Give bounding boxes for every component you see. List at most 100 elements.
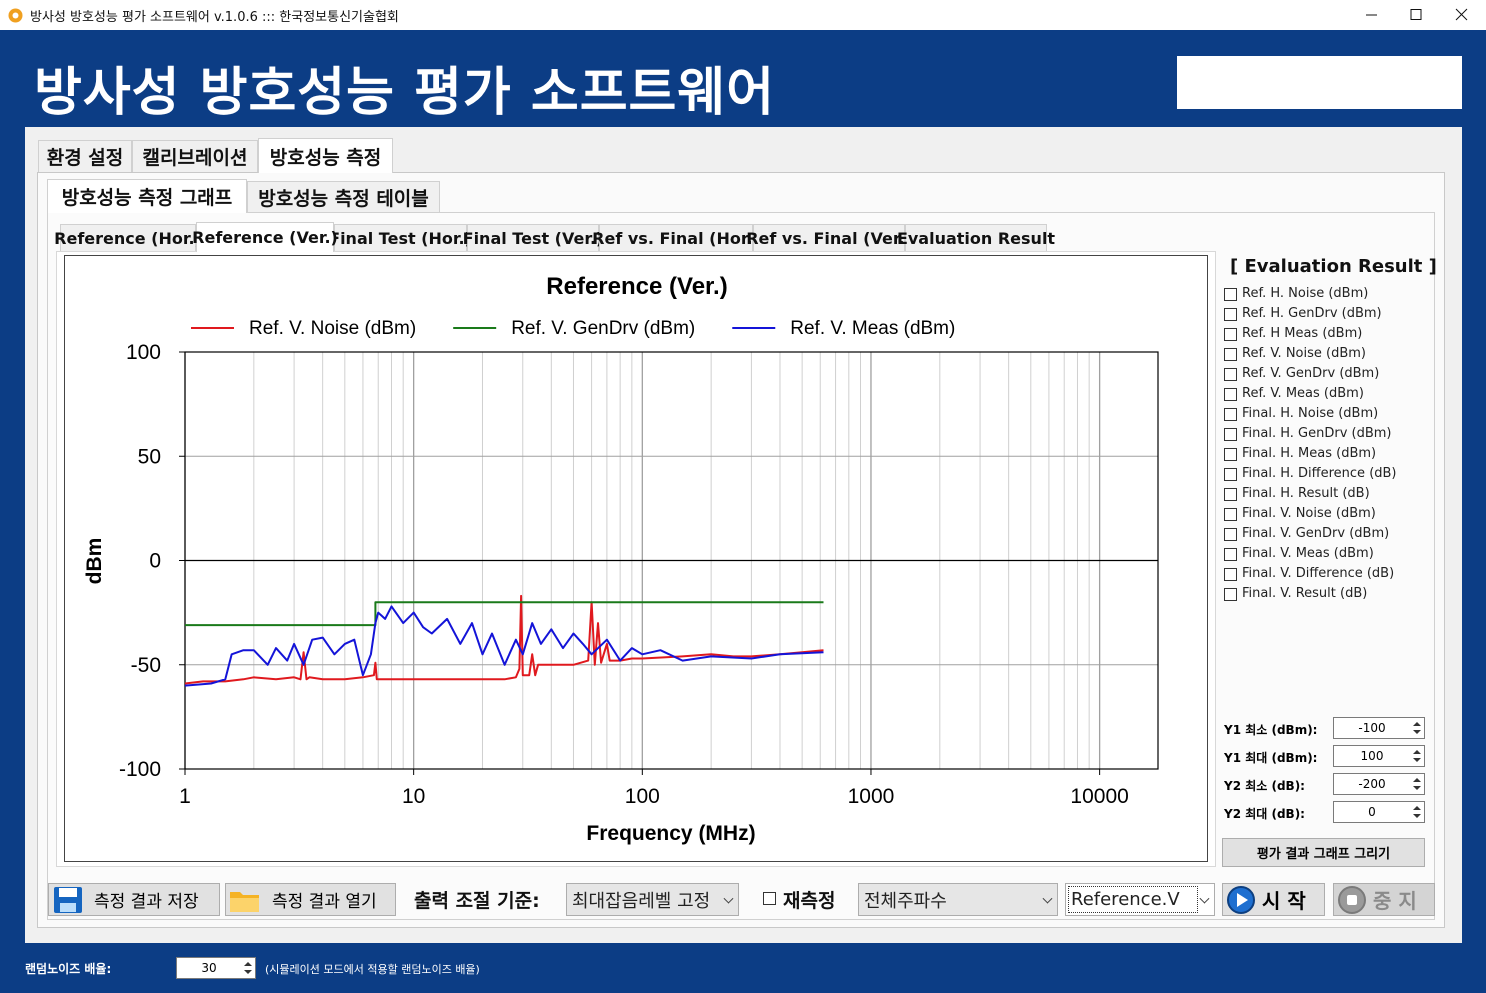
setting-spinbox[interactable]: -100 [1333,717,1425,739]
setting-label: Y1 최소 (dBm): [1224,723,1318,737]
option-label: Ref. V. Noise (dBm) [1242,346,1366,361]
app-header-title: 방사성 방호성능 평가 소프트웨어 [34,63,776,123]
option-checkbox[interactable] [1224,488,1237,501]
option-checkbox[interactable] [1224,568,1237,581]
option-label: Final. H. Difference (dB) [1242,466,1397,481]
save-label: 측정 결과 저장 [94,892,199,912]
remeasure-checkbox[interactable] [763,892,776,905]
save-button[interactable]: 측정 결과 저장 [48,883,220,916]
y-tick-label: 100 [126,341,161,364]
option-label: Final. V. Difference (dB) [1242,566,1395,581]
main-tab[interactable]: 캘리브레이션 [132,140,258,172]
option-label: Final. V. Noise (dBm) [1242,506,1376,521]
dataset-combo[interactable]: Reference.V [1065,883,1215,916]
setting-value: 100 [1360,749,1384,763]
footer-label: 랜덤노이즈 배율: [25,962,112,976]
option-checkbox[interactable] [1224,448,1237,461]
chart-title: Reference (Ver.) [546,273,727,300]
y-tick-label: 0 [149,550,161,573]
option-label: Ref. H. GenDrv (dBm) [1242,306,1382,321]
main-tab[interactable]: 환경 설정 [38,140,132,172]
option-checkbox[interactable] [1224,368,1237,381]
option-checkbox[interactable] [1224,548,1237,561]
output-label: 출력 조절 기준: [414,890,540,912]
option-label: Ref. H Meas (dBm) [1242,326,1363,341]
draw-evaluation-button[interactable]: 평가 결과 그래프 그리기 [1222,838,1425,867]
setting-value: 0 [1368,805,1376,819]
setting-spinbox[interactable]: 0 [1333,801,1425,823]
graph-tab[interactable]: Final Test (Ver.) [463,224,603,251]
start-icon [1227,885,1255,914]
output-mode-combo[interactable]: 최대잡음레벨 고정 [566,883,739,916]
data-set: Reference.V [1068,886,1198,913]
sub-tab[interactable]: 방호성능 측정 그래프 [47,179,247,213]
maximize[interactable] [1410,9,1422,20]
stop-icon [1338,885,1366,914]
chart: Reference (Ver.) 1 10 100 1000 10000 -100 -50 0 5… [64,255,1208,862]
noise-spinbox[interactable]: 30 [176,957,256,979]
stop-label: 중 지 [1373,889,1417,913]
save-icon [54,886,82,913]
setting-spinbox[interactable]: -200 [1333,773,1425,795]
y-tick-label: -50 [131,654,161,677]
spin-arrows[interactable] [1410,802,1424,822]
open-button[interactable]: 측정 결과 열기 [225,883,396,916]
close[interactable] [1455,8,1468,21]
setting-label: Y2 최대 (dB): [1224,807,1305,821]
graph-tab[interactable]: Evaluation Result [897,224,1055,251]
y-tick-label: -100 [119,758,161,781]
window-controls[interactable] [1350,0,1486,30]
option-checkbox[interactable] [1224,328,1237,341]
option-checkbox[interactable] [1224,428,1237,441]
option-checkbox[interactable] [1224,528,1237,541]
option-label: Ref. V. GenDrv (dBm) [1242,366,1380,381]
open-label: 측정 결과 열기 [272,892,377,912]
open-icon [230,891,259,912]
spin-arrows[interactable] [1410,718,1424,738]
x-tick-label: 10 [402,785,425,808]
x-tick-label: 1000 [848,785,895,808]
option-label: Ref. H. Noise (dBm) [1242,286,1369,301]
option-checkbox[interactable] [1224,408,1237,421]
start-label: 시 작 [1262,889,1306,913]
graph-tab[interactable]: Reference (Ver.) [192,222,338,252]
option-label: Ref. V. Meas (dBm) [1242,386,1364,401]
logo-box [1177,56,1462,109]
sub-tab[interactable]: 방호성능 측정 테이블 [247,181,440,212]
spin-arrows[interactable] [241,958,255,978]
setting-value: -200 [1358,777,1386,791]
option-label: Final. V. Result (dB) [1242,586,1368,601]
option-checkbox[interactable] [1224,588,1237,601]
series-line [184,605,824,687]
spin-arrows[interactable] [1410,774,1424,794]
setting-label: Y2 최소 (dB): [1224,779,1305,793]
option-checkbox[interactable] [1224,348,1237,361]
start-button[interactable]: 시 작 [1222,883,1325,916]
series-line [184,594,824,685]
option-checkbox[interactable] [1224,308,1237,321]
series-line [185,601,824,627]
noise-value: 30 [201,961,217,975]
graph-tab[interactable]: Ref vs. Final (Ver.) [746,224,912,251]
option-checkbox[interactable] [1224,508,1237,521]
spin-arrows[interactable] [1410,746,1424,766]
stop-button[interactable]: 중 지 [1333,883,1435,916]
main-tab[interactable]: 방호성능 측정 [258,138,393,173]
plot-frame [184,351,1159,770]
graph-tab[interactable]: Final Test (Hor.) [329,224,472,251]
option-checkbox[interactable] [1224,288,1237,301]
app-icon [8,8,23,23]
option-label: Final. V. GenDrv (dBm) [1242,526,1390,541]
frequency-range: 전체주파수 [864,890,947,912]
graph-tab[interactable]: Ref vs. Final (Hor.) [592,224,760,251]
option-checkbox[interactable] [1224,388,1237,401]
setting-spinbox[interactable]: 100 [1333,745,1425,767]
option-label: Final. H. Result (dB) [1242,486,1370,501]
option-label: Final. H. Meas (dBm) [1242,446,1377,461]
option-label: Final. V. Meas (dBm) [1242,546,1374,561]
graph-tab[interactable]: Reference (Hor.) [54,224,202,251]
remeasure-label: 재측정 [783,890,836,912]
footer-note: (시뮬레이션 모드에서 적용할 랜덤노이즈 배율) [265,963,480,976]
option-checkbox[interactable] [1224,468,1237,481]
frequency-combo[interactable]: 전체주파수 [858,883,1058,916]
